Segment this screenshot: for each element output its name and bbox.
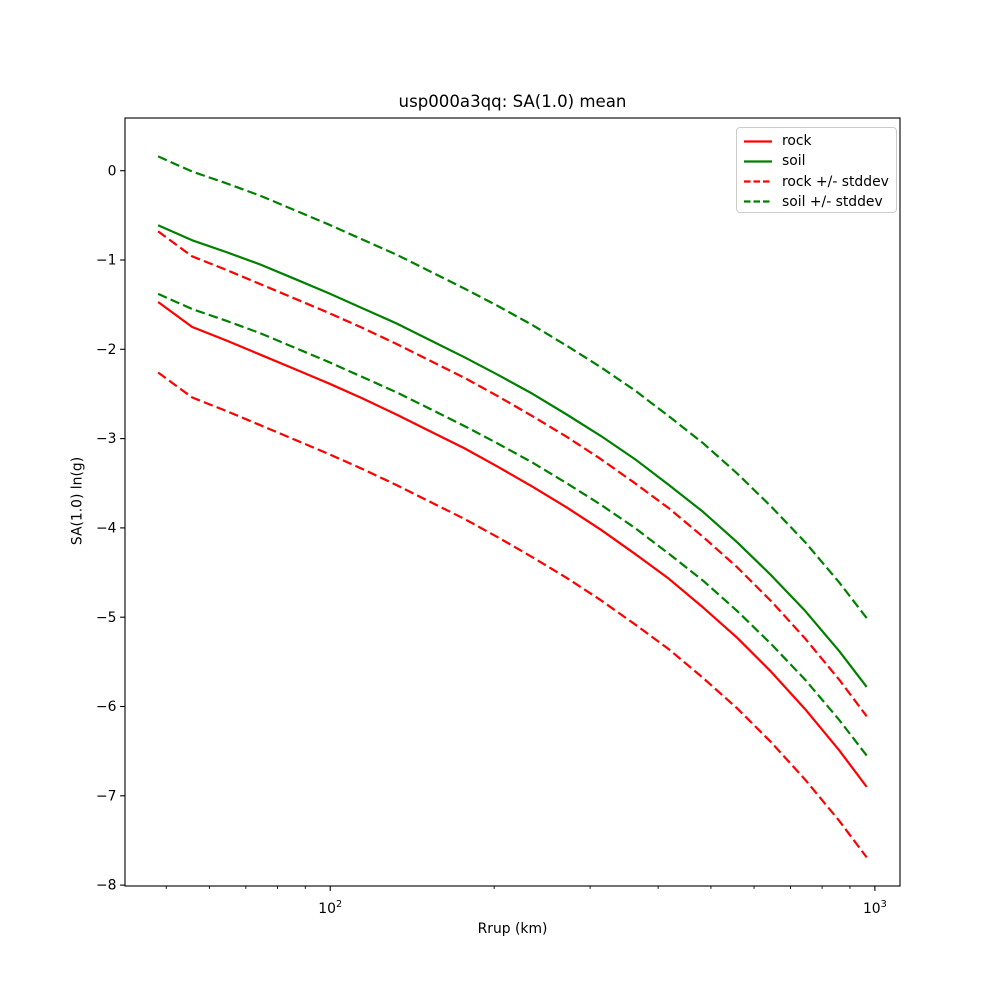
legend-line-sample-rock [744,140,772,143]
plot-border [124,117,901,887]
y-tick-label: −2 [96,342,116,358]
legend-label: rock +/- stddev [782,173,889,190]
x-tick-label: 102 [318,899,342,917]
y-tick-label: −1 [96,253,116,269]
legend-item-rock: rock [743,131,896,151]
legend-label: rock [782,133,812,150]
legend-line-sample-soil-stddev [744,200,772,203]
series-line-rock-plus-stddev [157,230,868,717]
legend: rock soil rock +/- stddev soil +/- stdde… [736,127,897,213]
legend-label: soil [782,153,806,170]
y-axis-label: SA(1.0) ln(g) [69,456,86,546]
series-line-soil-plus-stddev [157,155,868,619]
series-line-soil-minus-stddev [157,292,868,757]
y-tick-label: −4 [96,520,117,536]
y-tick-label: 0 [108,163,117,179]
legend-line-sample-rock-stddev [744,180,772,183]
chart-title: usp000a3qq: SA(1.0) mean [398,92,627,111]
legend-item-rock-stddev: rock +/- stddev [743,172,896,192]
series-line-rock-mean [157,301,868,788]
y-tick-label: −5 [96,610,116,626]
legend-item-soil: soil [743,151,896,171]
y-tick-label: −3 [96,431,116,447]
legend-label: soil +/- stddev [782,193,883,210]
y-tick-label: −8 [96,878,116,894]
series-line-rock-minus-stddev [157,371,868,859]
legend-item-soil-stddev: soil +/- stddev [743,192,896,212]
y-tick-label: −6 [96,699,116,715]
x-axis-label: Rrup (km) [477,921,548,937]
y-tick-label: −7 [96,788,116,804]
legend-line-sample-soil [744,160,772,163]
series-line-soil-mean [157,224,868,688]
x-tick-label: 103 [863,899,887,917]
